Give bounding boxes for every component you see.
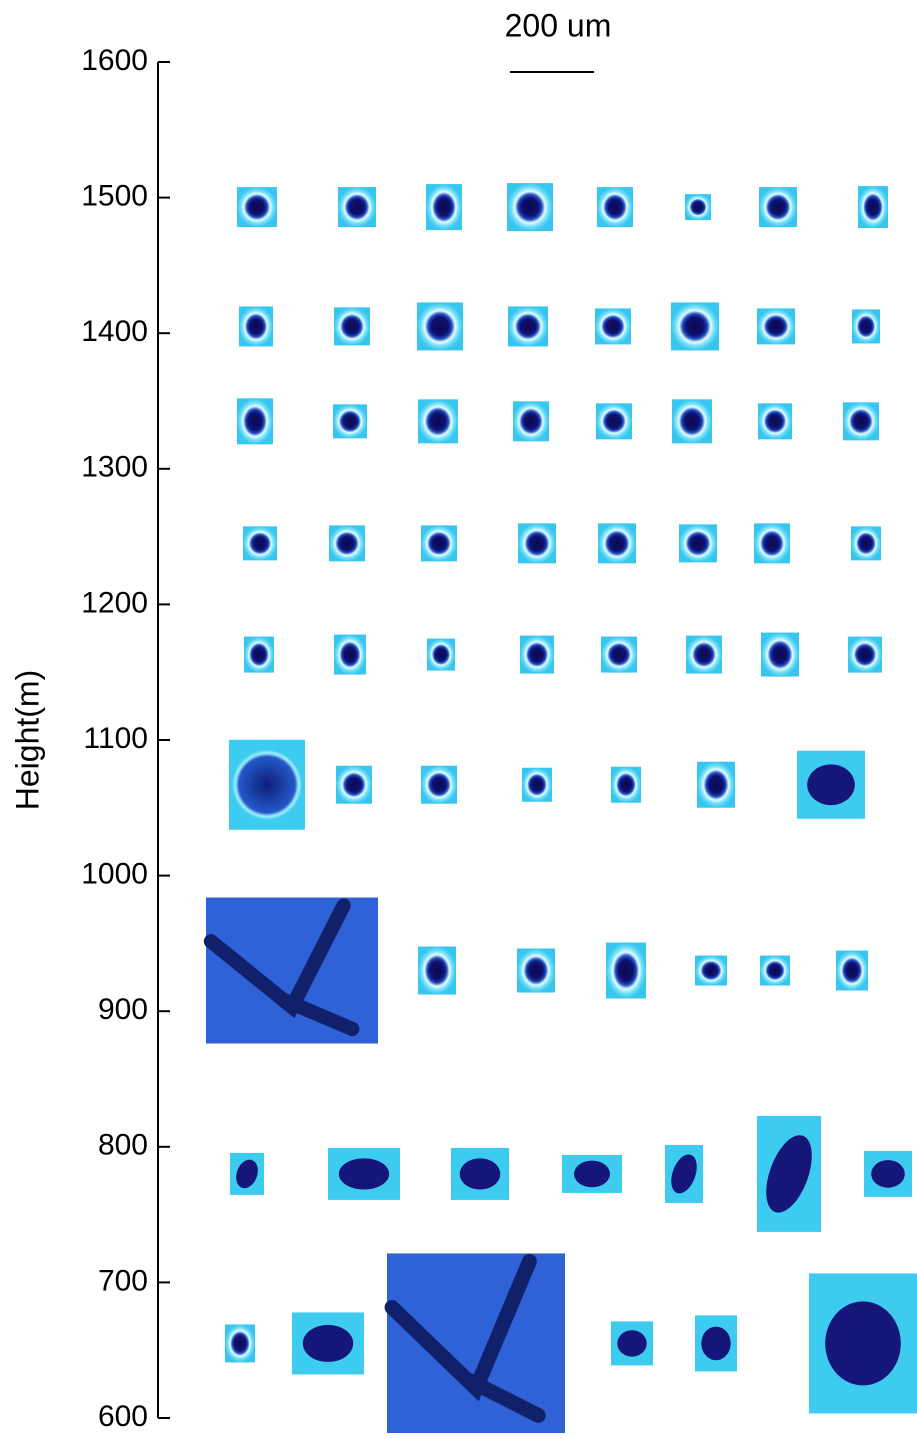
scale-label: 200 um	[505, 7, 612, 43]
particle-row	[244, 633, 882, 677]
particle-image	[758, 403, 792, 439]
particle-image	[418, 399, 458, 443]
particle-image	[761, 633, 799, 677]
particle-row	[225, 1253, 917, 1433]
y-tick-label: 1600	[81, 44, 148, 77]
particle-image	[595, 308, 631, 344]
particle-image	[836, 951, 868, 991]
particle-image	[334, 635, 366, 675]
particle-image	[672, 399, 712, 443]
y-tick-label: 1100	[83, 722, 148, 755]
particle-image	[843, 402, 879, 440]
y-tick-label: 900	[98, 993, 148, 1026]
particle-image	[336, 766, 372, 804]
particle-row	[230, 1116, 912, 1232]
particle-image	[237, 187, 277, 227]
particle-image	[760, 956, 790, 986]
particle-row	[239, 302, 880, 350]
particle-shape	[807, 764, 855, 805]
particle-image	[243, 526, 277, 560]
particle-image	[686, 636, 722, 674]
particle-image	[338, 187, 376, 227]
particle-image	[225, 1324, 255, 1362]
chart: 200 um Height(m) 600 700 800 900 1000 1100 120…	[0, 0, 917, 1433]
particle-shape	[825, 1301, 901, 1385]
particle-image	[427, 639, 455, 671]
particle-image	[237, 398, 273, 444]
particle-image	[239, 306, 273, 346]
particle-row	[237, 183, 888, 231]
particle-image	[418, 947, 456, 995]
particle-row	[206, 898, 868, 1044]
particle-image	[334, 307, 370, 345]
particle-image	[597, 187, 633, 227]
particle-image	[851, 526, 881, 560]
particle-shape	[574, 1161, 610, 1188]
particle-image	[518, 523, 556, 563]
y-tick-label: 1300	[81, 451, 148, 484]
particle-row	[237, 398, 879, 444]
particle-image	[671, 302, 719, 350]
particle-image	[329, 525, 365, 561]
particle-shape	[303, 1325, 353, 1362]
y-tick-label: 700	[98, 1264, 148, 1297]
particle-image	[517, 949, 555, 993]
particle-image	[611, 767, 641, 803]
particle-shape	[701, 1327, 730, 1361]
particle-image	[596, 403, 632, 439]
particle-image	[387, 1253, 565, 1433]
particle-image	[598, 523, 636, 563]
particle-image	[244, 637, 274, 673]
particle-shape	[617, 1330, 646, 1356]
particle-image	[697, 762, 735, 808]
y-tick-label: 1000	[81, 858, 148, 891]
particle-shape	[232, 750, 302, 820]
particle-image	[685, 194, 711, 220]
particle-image	[606, 943, 646, 999]
particle-image	[757, 308, 795, 344]
particle-shape	[460, 1158, 501, 1189]
particle-image	[754, 523, 790, 563]
particle-image	[759, 187, 797, 227]
particle-image	[417, 302, 463, 350]
particle-image	[507, 183, 553, 231]
particle-image	[513, 401, 549, 441]
particle-image	[695, 956, 727, 986]
particle-image	[679, 524, 717, 562]
particle-image	[852, 309, 880, 343]
particle-image	[426, 184, 462, 230]
particle-image	[520, 636, 554, 674]
particle-image	[421, 525, 457, 561]
y-tick-label: 1200	[81, 586, 148, 619]
y-tick-label: 1500	[81, 180, 148, 213]
particle-image	[522, 768, 552, 802]
particle-image	[601, 637, 637, 673]
y-tick-label: 600	[98, 1400, 148, 1433]
particle-row	[243, 523, 881, 563]
particle-image	[848, 637, 882, 673]
particle-image	[421, 766, 457, 804]
particle-shape	[339, 1158, 389, 1189]
particle-row	[229, 740, 865, 830]
particle-image	[858, 186, 888, 228]
particle-image	[333, 404, 367, 438]
y-axis-label: Height(m)	[9, 670, 45, 810]
y-tick-label: 800	[98, 1129, 148, 1162]
particle-shape	[871, 1160, 905, 1188]
y-tick-label: 1400	[81, 315, 148, 348]
particle-image	[508, 306, 548, 346]
